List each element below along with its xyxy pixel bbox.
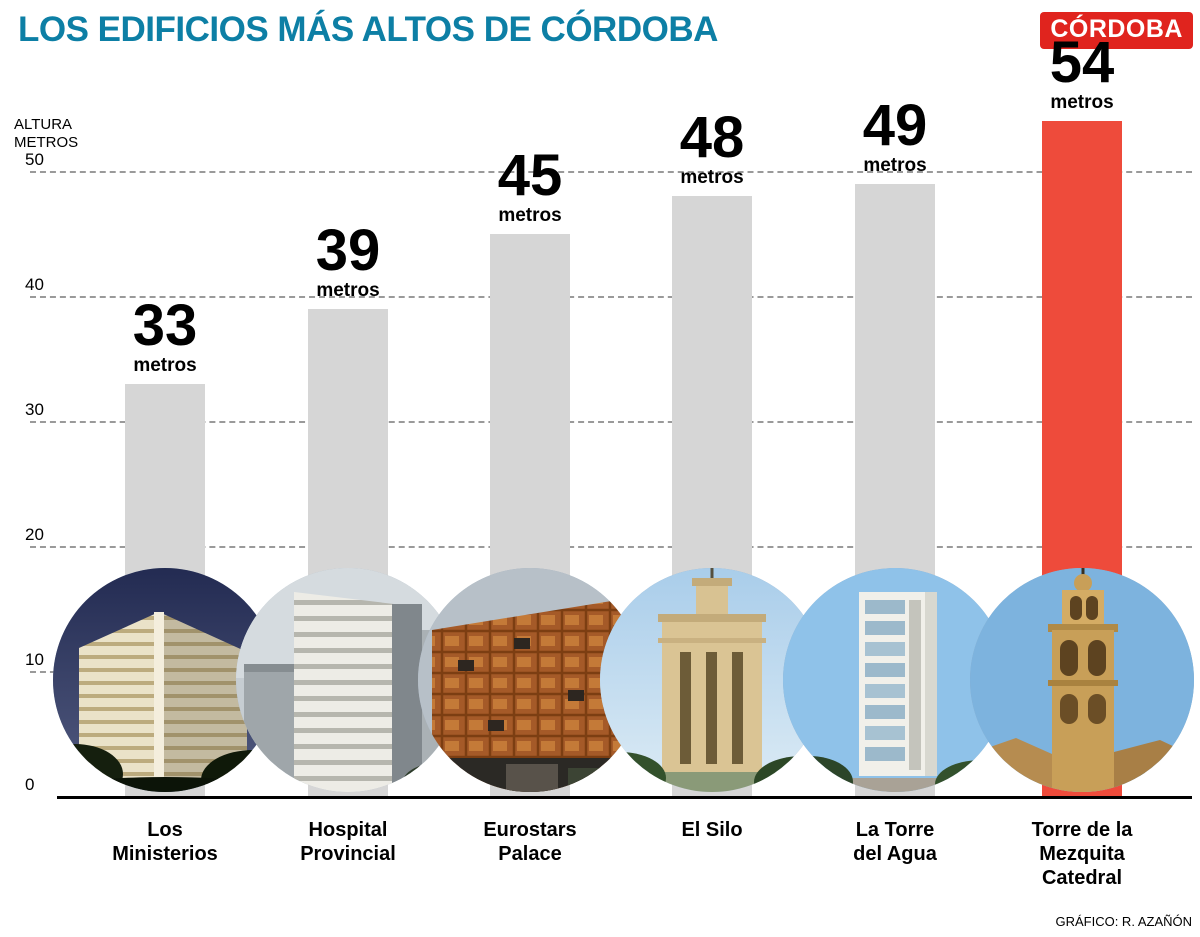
y-tick-label: 10 [25,650,44,669]
value-label-torre-mezquita-catedral: 54 metros [992,33,1172,113]
bar-unit: metros [316,279,380,301]
y-axis-label-line2: METROS [14,134,79,151]
y-tick-label: 20 [25,525,44,544]
credit: GRÁFICO: R. AZAÑÓN [1055,914,1192,929]
bar-caption-los-ministerios: Los Ministerios [112,819,218,865]
building-photo-torre-mezquita-catedral [970,568,1194,792]
bar-caption-la-torre-del-agua: La Torre del Agua [853,819,937,865]
bar-caption-torre-mezquita-catedral: Torre de la Mezquita Catedral [1031,819,1133,889]
bar-value: 33 [132,292,198,358]
gridline [30,421,1192,423]
y-tick-label: 40 [25,275,44,294]
x-axis-line [57,796,1192,799]
bar-caption-hospital-provincial: Hospital Provincial [300,819,396,865]
bar-value: 45 [497,142,563,208]
y-tick-label: 50 [25,150,44,169]
bar-caption-el-silo: El Silo [681,819,743,841]
y-axis-label: ALTURA METROS [14,116,78,152]
value-label-los-ministerios: 33 metros [75,292,255,376]
value-label-hospital-provincial: 39 metros [258,217,438,301]
y-axis-label-line1: ALTURA [14,116,73,133]
bar-caption-eurostars-palace: Eurostars Palace [483,819,577,865]
bar-unit: metros [680,167,744,188]
value-label-eurostars-palace: 45 metros [440,142,620,226]
gridline [30,296,1192,298]
bar-unit: metros [133,354,197,376]
page-title: LOS EDIFICIOS MÁS ALTOS DE CÓRDOBA [18,10,718,49]
gridline [30,546,1192,548]
bar-value: 39 [315,217,381,283]
bar-value: 54 [1049,30,1115,95]
gridline [30,171,1192,173]
cordoba-logo: CÓRDOBA [1040,12,1193,49]
bar-unit: metros [863,154,927,176]
bar-unit: metros [1050,92,1114,113]
bar-unit: metros [498,204,562,226]
bar-value: 49 [862,92,928,158]
bar-value: 48 [679,105,745,170]
value-label-el-silo: 48 metros [622,108,802,188]
building-photo-la-torre-del-agua [783,568,1007,792]
value-label-la-torre-del-agua: 49 metros [805,92,985,176]
y-tick-label: 30 [25,400,44,419]
y-tick-label: 0 [25,775,35,794]
